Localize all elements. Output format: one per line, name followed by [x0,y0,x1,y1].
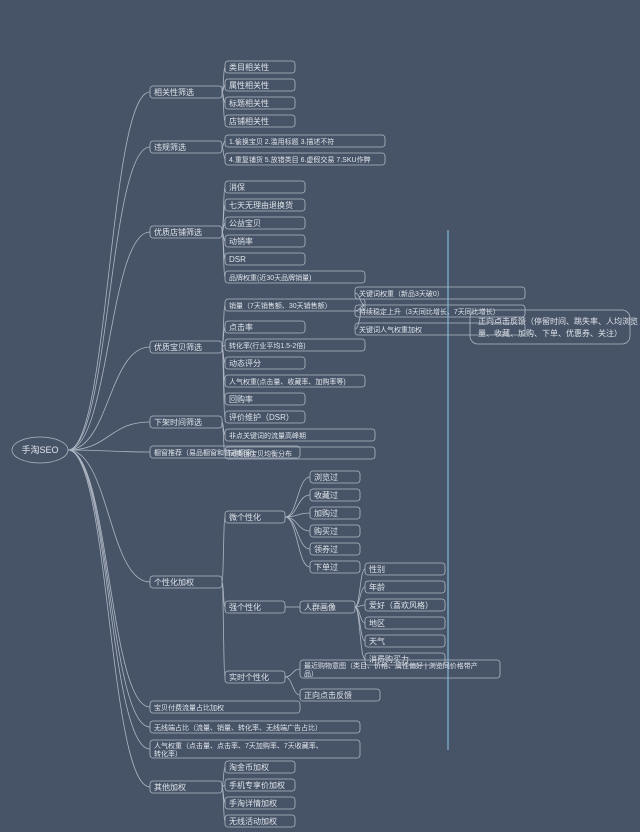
svg-text:无线端占比（流量、销量、转化率、无线端广告占比）: 无线端占比（流量、销量、转化率、无线端广告占比） [154,723,322,732]
svg-text:爱好（喜欢风格）: 爱好（喜欢风格） [369,600,433,610]
svg-text:浏览过: 浏览过 [314,472,338,482]
svg-text:动销率: 动销率 [229,236,253,246]
svg-text:手淘详情加权: 手淘详情加权 [229,798,277,808]
svg-text:销量（7天销售额、30天销售额）: 销量（7天销售额、30天销售额） [229,301,332,310]
svg-text:1.偷换宝贝 2.滥用标题 3.描述不符: 1.偷换宝贝 2.滥用标题 3.描述不符 [229,137,334,146]
svg-text:店铺相关性: 店铺相关性 [229,116,269,126]
svg-text:关键词人气权重加权: 关键词人气权重加权 [359,325,422,334]
svg-text:无线活动加权: 无线活动加权 [229,816,277,826]
svg-text:下架时间筛选: 下架时间筛选 [154,417,202,427]
svg-text:年龄: 年龄 [369,582,385,592]
svg-text:消保: 消保 [229,182,245,192]
svg-text:人气权重（点击量、点击率、7天加购率、7天收藏率、: 人气权重（点击量、点击率、7天加购率、7天收藏率、 [154,741,323,750]
svg-text:品牌权重(近30天品牌销量): 品牌权重(近30天品牌销量) [229,273,311,282]
svg-text:手淘SEO: 手淘SEO [21,444,58,455]
svg-text:其他加权: 其他加权 [154,782,186,792]
svg-text:违规筛选: 违规筛选 [154,142,186,152]
svg-text:购买过: 购买过 [314,526,338,536]
svg-text:4.重复铺货 5.放错类目 6.虚假交易 7.SKU作弊: 4.重复铺货 5.放错类目 6.虚假交易 7.SKU作弊 [229,155,371,164]
svg-text:宝贝付费流量占比加权: 宝贝付费流量占比加权 [154,703,224,712]
svg-text:天气: 天气 [369,636,385,646]
svg-text:下单过: 下单过 [314,562,338,572]
svg-text:性别: 性别 [369,564,385,574]
svg-text:地区: 地区 [369,618,385,628]
svg-text:正向点击反馈: 正向点击反馈 [304,690,352,700]
svg-text:人群画像: 人群画像 [304,602,336,612]
svg-text:公益宝贝: 公益宝贝 [229,218,261,228]
svg-text:相关性筛选: 相关性筛选 [154,87,194,97]
svg-text:最近购物意图（类目、价格、属性偏好 | 浏览同价格带产: 最近购物意图（类目、价格、属性偏好 | 浏览同价格带产 [304,661,478,670]
svg-text:同类目宝贝均衡分布: 同类目宝贝均衡分布 [229,449,292,458]
svg-text:点击率: 点击率 [229,322,253,332]
svg-text:强个性化: 强个性化 [229,602,261,612]
svg-text:个性化加权: 个性化加权 [154,577,194,587]
svg-text:优质宝贝筛选: 优质宝贝筛选 [154,342,202,352]
svg-text:人气权重(点击量、收藏率、加购率等): 人气权重(点击量、收藏率、加购率等) [229,377,346,386]
svg-text:属性相关性: 属性相关性 [229,80,269,90]
svg-text:正向点击反馈（停留时间、跳失率、人均浏览: 正向点击反馈（停留时间、跳失率、人均浏览 [478,316,638,326]
svg-text:收藏过: 收藏过 [314,490,338,500]
svg-text:转化率）: 转化率） [154,749,182,758]
svg-text:转化率(行业平均1.5-2倍): 转化率(行业平均1.5-2倍) [229,341,306,350]
svg-text:加购过: 加购过 [314,508,338,518]
svg-text:评价维护（DSR）: 评价维护（DSR） [229,412,294,422]
svg-text:动态评分: 动态评分 [229,358,261,368]
svg-text:非点关键词的流量高峰期: 非点关键词的流量高峰期 [229,431,306,440]
svg-text:淘金币加权: 淘金币加权 [229,762,269,772]
svg-text:七天无理由退换货: 七天无理由退换货 [229,200,293,210]
svg-text:品）: 品） [304,670,318,678]
svg-text:微个性化: 微个性化 [229,512,261,522]
svg-text:类目相关性: 类目相关性 [229,62,269,72]
svg-text:优质店铺筛选: 优质店铺筛选 [154,227,202,237]
svg-text:持续稳定上升（3天同比增长、7天同比增长）: 持续稳定上升（3天同比增长、7天同比增长） [359,307,500,316]
svg-text:实时个性化: 实时个性化 [229,672,269,682]
svg-text:关键词权重（新品3天破0）: 关键词权重（新品3天破0） [359,289,444,298]
svg-text:量、收藏、加购、下单、优惠券、关注）: 量、收藏、加购、下单、优惠券、关注） [478,328,622,338]
svg-text:手机专享价加权: 手机专享价加权 [229,780,285,790]
svg-text:标题相关性: 标题相关性 [229,98,269,108]
svg-text:回购率: 回购率 [229,394,253,404]
svg-text:领券过: 领券过 [314,544,338,554]
svg-text:DSR: DSR [229,255,246,264]
